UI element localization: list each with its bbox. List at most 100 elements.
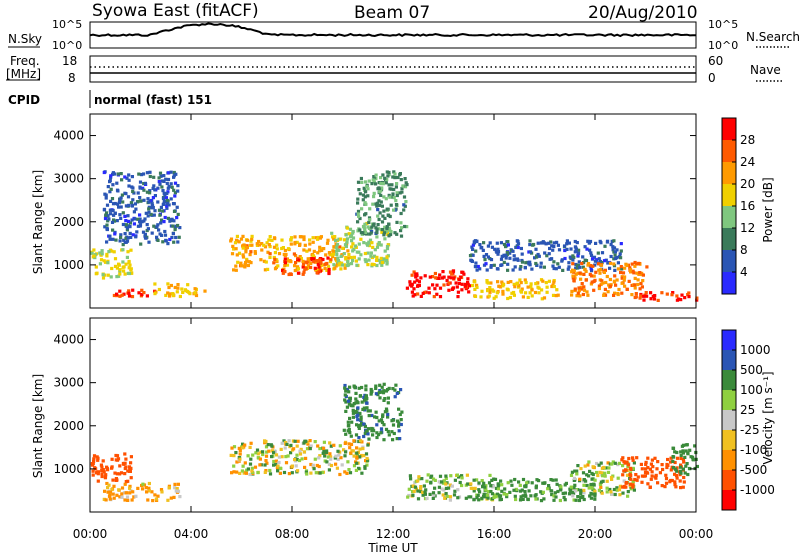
heatmap-cell-7 <box>382 233 386 237</box>
heatmap-cell-10 <box>539 241 543 245</box>
heatmap-cell-9 <box>473 287 477 291</box>
heatmap-cell-4 <box>431 496 435 500</box>
heatmap-cell-5 <box>582 497 586 502</box>
heatmap-cell-11 <box>644 291 648 295</box>
heatmap-cell-4 <box>480 479 484 483</box>
heatmap-cell-10 <box>551 248 555 252</box>
heatmap-cell-5 <box>519 495 523 499</box>
heatmap-cell-6 <box>610 462 614 466</box>
heatmap-cell-3 <box>344 389 348 393</box>
heatmap-cell-4 <box>320 248 324 252</box>
heatmap-cell-4 <box>244 250 248 254</box>
heatmap-cell-1 <box>131 198 135 202</box>
heatmap-cell-10 <box>619 249 623 253</box>
heatmap-cell-1 <box>177 235 181 239</box>
heatmap-cell-10 <box>545 254 549 258</box>
heatmap-cell-4 <box>285 257 289 261</box>
heatmap-cell-9 <box>486 289 490 293</box>
heatmap-cell-3 <box>374 386 378 390</box>
heatmap-cell-10 <box>468 254 473 258</box>
heatmap-cell-7 <box>649 462 653 466</box>
heatmap-cell-3 <box>357 426 361 430</box>
heatmap-cell-12 <box>645 294 649 298</box>
heatmap-cell-7 <box>402 208 406 212</box>
heatmap-cell-1 <box>156 200 160 204</box>
heatmap-cell-8 <box>412 270 416 274</box>
heatmap-cell-8 <box>447 275 451 279</box>
heatmap-cell-2 <box>250 469 254 473</box>
heatmap-cell-6 <box>351 242 355 246</box>
heatmap-cell-6 <box>351 231 355 235</box>
heatmap-cell-2 <box>360 471 364 475</box>
heatmap-cell-9 <box>523 278 527 282</box>
heatmap-cell-2 <box>285 442 289 446</box>
heatmap-cell-8 <box>442 275 446 279</box>
heatmap-cell-3 <box>379 418 384 422</box>
heatmap-cell-4 <box>253 250 257 254</box>
heatmap-cell-2 <box>274 453 279 457</box>
heatmap-cell-7 <box>629 474 633 478</box>
heatmap-cell-7 <box>655 467 659 471</box>
heatmap-cell-2 <box>303 465 307 469</box>
heatmap-cell-12 <box>683 296 687 300</box>
heatmap-cell-7 <box>358 228 362 232</box>
heatmap-cell-4 <box>328 260 332 264</box>
heatmap-cell-2 <box>305 447 310 451</box>
heatmap-cell-2 <box>269 443 273 447</box>
heatmap-cell-5 <box>574 498 578 502</box>
heatmap-cell-2 <box>363 466 367 470</box>
heatmap-cell-6 <box>569 485 574 489</box>
heatmap-cell-10 <box>576 266 580 270</box>
heatmap-cell-1 <box>125 495 130 499</box>
xtick-label: 04:00 <box>174 527 209 541</box>
heatmap-cell-8 <box>463 282 467 286</box>
heatmap-cell-2 <box>348 446 352 450</box>
heatmap-cell-3 <box>360 421 364 425</box>
heatmap-cell-4 <box>272 255 276 260</box>
heatmap-cell-0 <box>101 276 106 280</box>
heatmap-cell-6 <box>610 492 614 496</box>
heatmap-cell-1 <box>118 198 122 202</box>
heatmap-cell-6 <box>363 222 367 226</box>
heatmap-cell-2 <box>272 459 276 464</box>
heatmap-cell-2 <box>142 291 146 295</box>
heatmap-cell-8 <box>438 273 442 277</box>
heatmap-cell-10 <box>496 250 501 254</box>
heatmap-cell-6 <box>578 477 582 481</box>
heatmap-cell-10 <box>511 249 515 253</box>
heatmap-cell-1 <box>154 497 158 501</box>
heatmap-cell-11 <box>630 262 634 266</box>
heatmap-cell-5 <box>297 258 301 262</box>
heatmap-cell-10 <box>569 247 573 251</box>
heatmap-cell-7 <box>626 463 631 467</box>
heatmap-cell-1 <box>144 211 148 215</box>
heatmap-cell-1 <box>108 208 112 212</box>
heatmap-cell-1 <box>111 183 115 187</box>
heatmap-cell-7 <box>387 222 391 226</box>
heatmap-cell-4 <box>282 252 286 257</box>
heatmap-cell-1 <box>143 217 147 221</box>
heatmap-cell-3 <box>348 431 352 435</box>
heatmap-cell-7 <box>635 478 639 482</box>
heatmap-cell-7 <box>382 231 387 235</box>
heatmap-cell-7 <box>391 175 395 179</box>
heatmap-cell-11 <box>619 265 623 269</box>
heatmap-cell-11 <box>581 292 585 297</box>
heatmap-cell-3 <box>343 393 347 397</box>
heatmap-cell-9 <box>505 287 509 291</box>
heatmap-cell-6 <box>615 488 619 492</box>
heatmap-cell-4 <box>431 491 436 495</box>
heatmap-cell-3 <box>176 283 180 287</box>
heatmap-cell-2 <box>329 455 333 459</box>
heatmap-cell-10 <box>574 266 578 270</box>
heatmap-cell-2 <box>244 471 248 475</box>
heatmap-cell-10 <box>613 250 617 254</box>
heatmap-cell-4 <box>491 484 495 488</box>
heatmap-cell-6 <box>573 483 577 487</box>
heatmap-cell-6 <box>344 244 348 249</box>
heatmap-cell-11 <box>645 265 649 269</box>
heatmap-cell-7 <box>646 482 650 486</box>
heatmap-cell-4 <box>444 476 448 480</box>
heatmap-cell-10 <box>528 243 532 247</box>
